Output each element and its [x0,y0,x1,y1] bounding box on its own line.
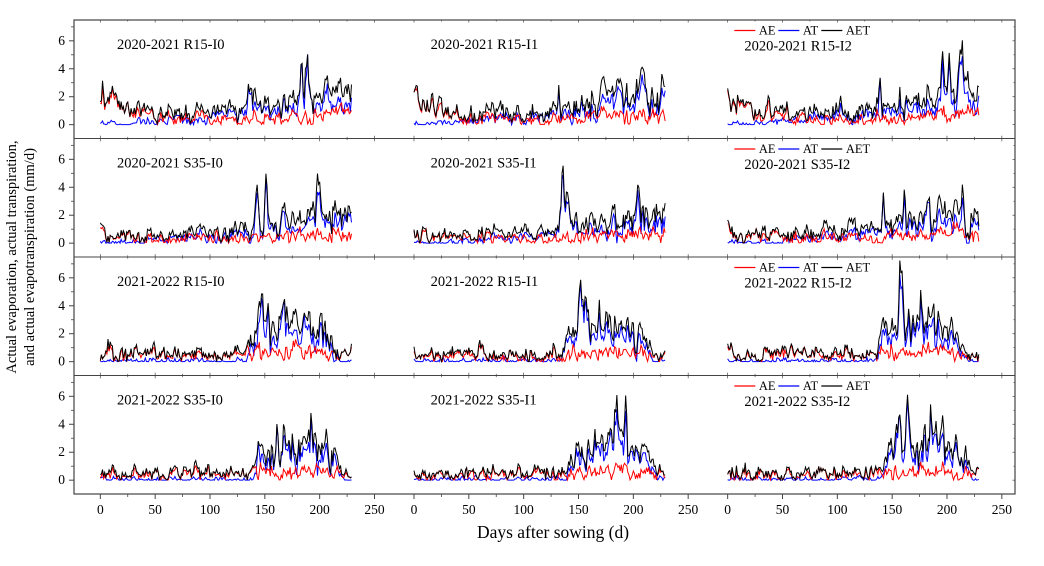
svg-text:2020-2021 S35-I1: 2020-2021 S35-I1 [431,156,537,172]
svg-text:2021-2022 S35-I2: 2021-2022 S35-I2 [744,394,850,410]
svg-text:250: 250 [992,502,1013,517]
svg-text:AET: AET [846,379,871,393]
svg-text:200: 200 [937,502,958,517]
svg-text:2: 2 [58,326,65,341]
svg-text:0: 0 [58,235,65,250]
svg-text:0: 0 [411,502,418,517]
svg-text:100: 100 [514,502,535,517]
svg-text:2020-2021 R15-I2: 2020-2021 R15-I2 [744,39,852,55]
svg-text:AT: AT [803,24,819,38]
svg-text:200: 200 [623,502,644,517]
svg-text:6: 6 [58,33,65,48]
svg-text:2: 2 [58,207,65,222]
svg-text:2021-2022 R15-I2: 2021-2022 R15-I2 [744,276,852,292]
svg-text:AET: AET [846,24,871,38]
svg-text:0: 0 [58,117,65,132]
svg-text:6: 6 [58,270,65,285]
svg-text:50: 50 [776,502,790,517]
svg-text:AE: AE [759,261,776,275]
svg-text:2020-2021 S35-I0: 2020-2021 S35-I0 [117,156,223,172]
svg-text:and actual evapotranspiration: and actual evapotranspiration (mm/d) [22,148,38,366]
svg-text:100: 100 [827,502,848,517]
svg-text:Days after sowing (d): Days after sowing (d) [477,522,629,542]
svg-text:4: 4 [58,298,65,313]
svg-text:2020-2021 R15-I0: 2020-2021 R15-I0 [117,37,225,53]
svg-text:AE: AE [759,24,776,38]
svg-text:4: 4 [58,179,65,194]
svg-text:Actual evaporation, actual tra: Actual evaporation, actual transpiration… [4,140,20,373]
svg-text:4: 4 [58,416,65,431]
svg-text:4: 4 [58,61,65,76]
svg-text:AE: AE [759,142,776,156]
svg-text:2021-2022 R15-I1: 2021-2022 R15-I1 [431,274,539,290]
svg-text:0: 0 [58,472,65,487]
svg-text:250: 250 [678,502,699,517]
svg-text:50: 50 [148,502,162,517]
svg-text:AT: AT [803,261,819,275]
svg-text:150: 150 [255,502,276,517]
svg-text:2020-2021 R15-I1: 2020-2021 R15-I1 [431,37,539,53]
svg-text:200: 200 [310,502,331,517]
svg-text:2: 2 [58,444,65,459]
svg-text:150: 150 [568,502,589,517]
svg-text:2021-2022 S35-I0: 2021-2022 S35-I0 [117,393,223,409]
svg-text:6: 6 [58,388,65,403]
svg-text:100: 100 [200,502,221,517]
svg-text:2: 2 [58,89,65,104]
svg-text:6: 6 [58,151,65,166]
svg-text:AT: AT [803,142,819,156]
svg-text:0: 0 [724,502,731,517]
svg-text:AE: AE [759,379,776,393]
svg-text:150: 150 [882,502,903,517]
svg-text:AET: AET [846,142,871,156]
svg-text:0: 0 [58,354,65,369]
svg-text:2020-2021 S35-I2: 2020-2021 S35-I2 [744,157,850,173]
svg-text:2021-2022 R15-I0: 2021-2022 R15-I0 [117,274,225,290]
svg-text:2021-2022 S35-I1: 2021-2022 S35-I1 [431,393,537,409]
svg-text:AET: AET [846,261,871,275]
svg-text:0: 0 [97,502,104,517]
svg-text:AT: AT [803,379,819,393]
svg-text:250: 250 [364,502,385,517]
svg-text:50: 50 [462,502,476,517]
